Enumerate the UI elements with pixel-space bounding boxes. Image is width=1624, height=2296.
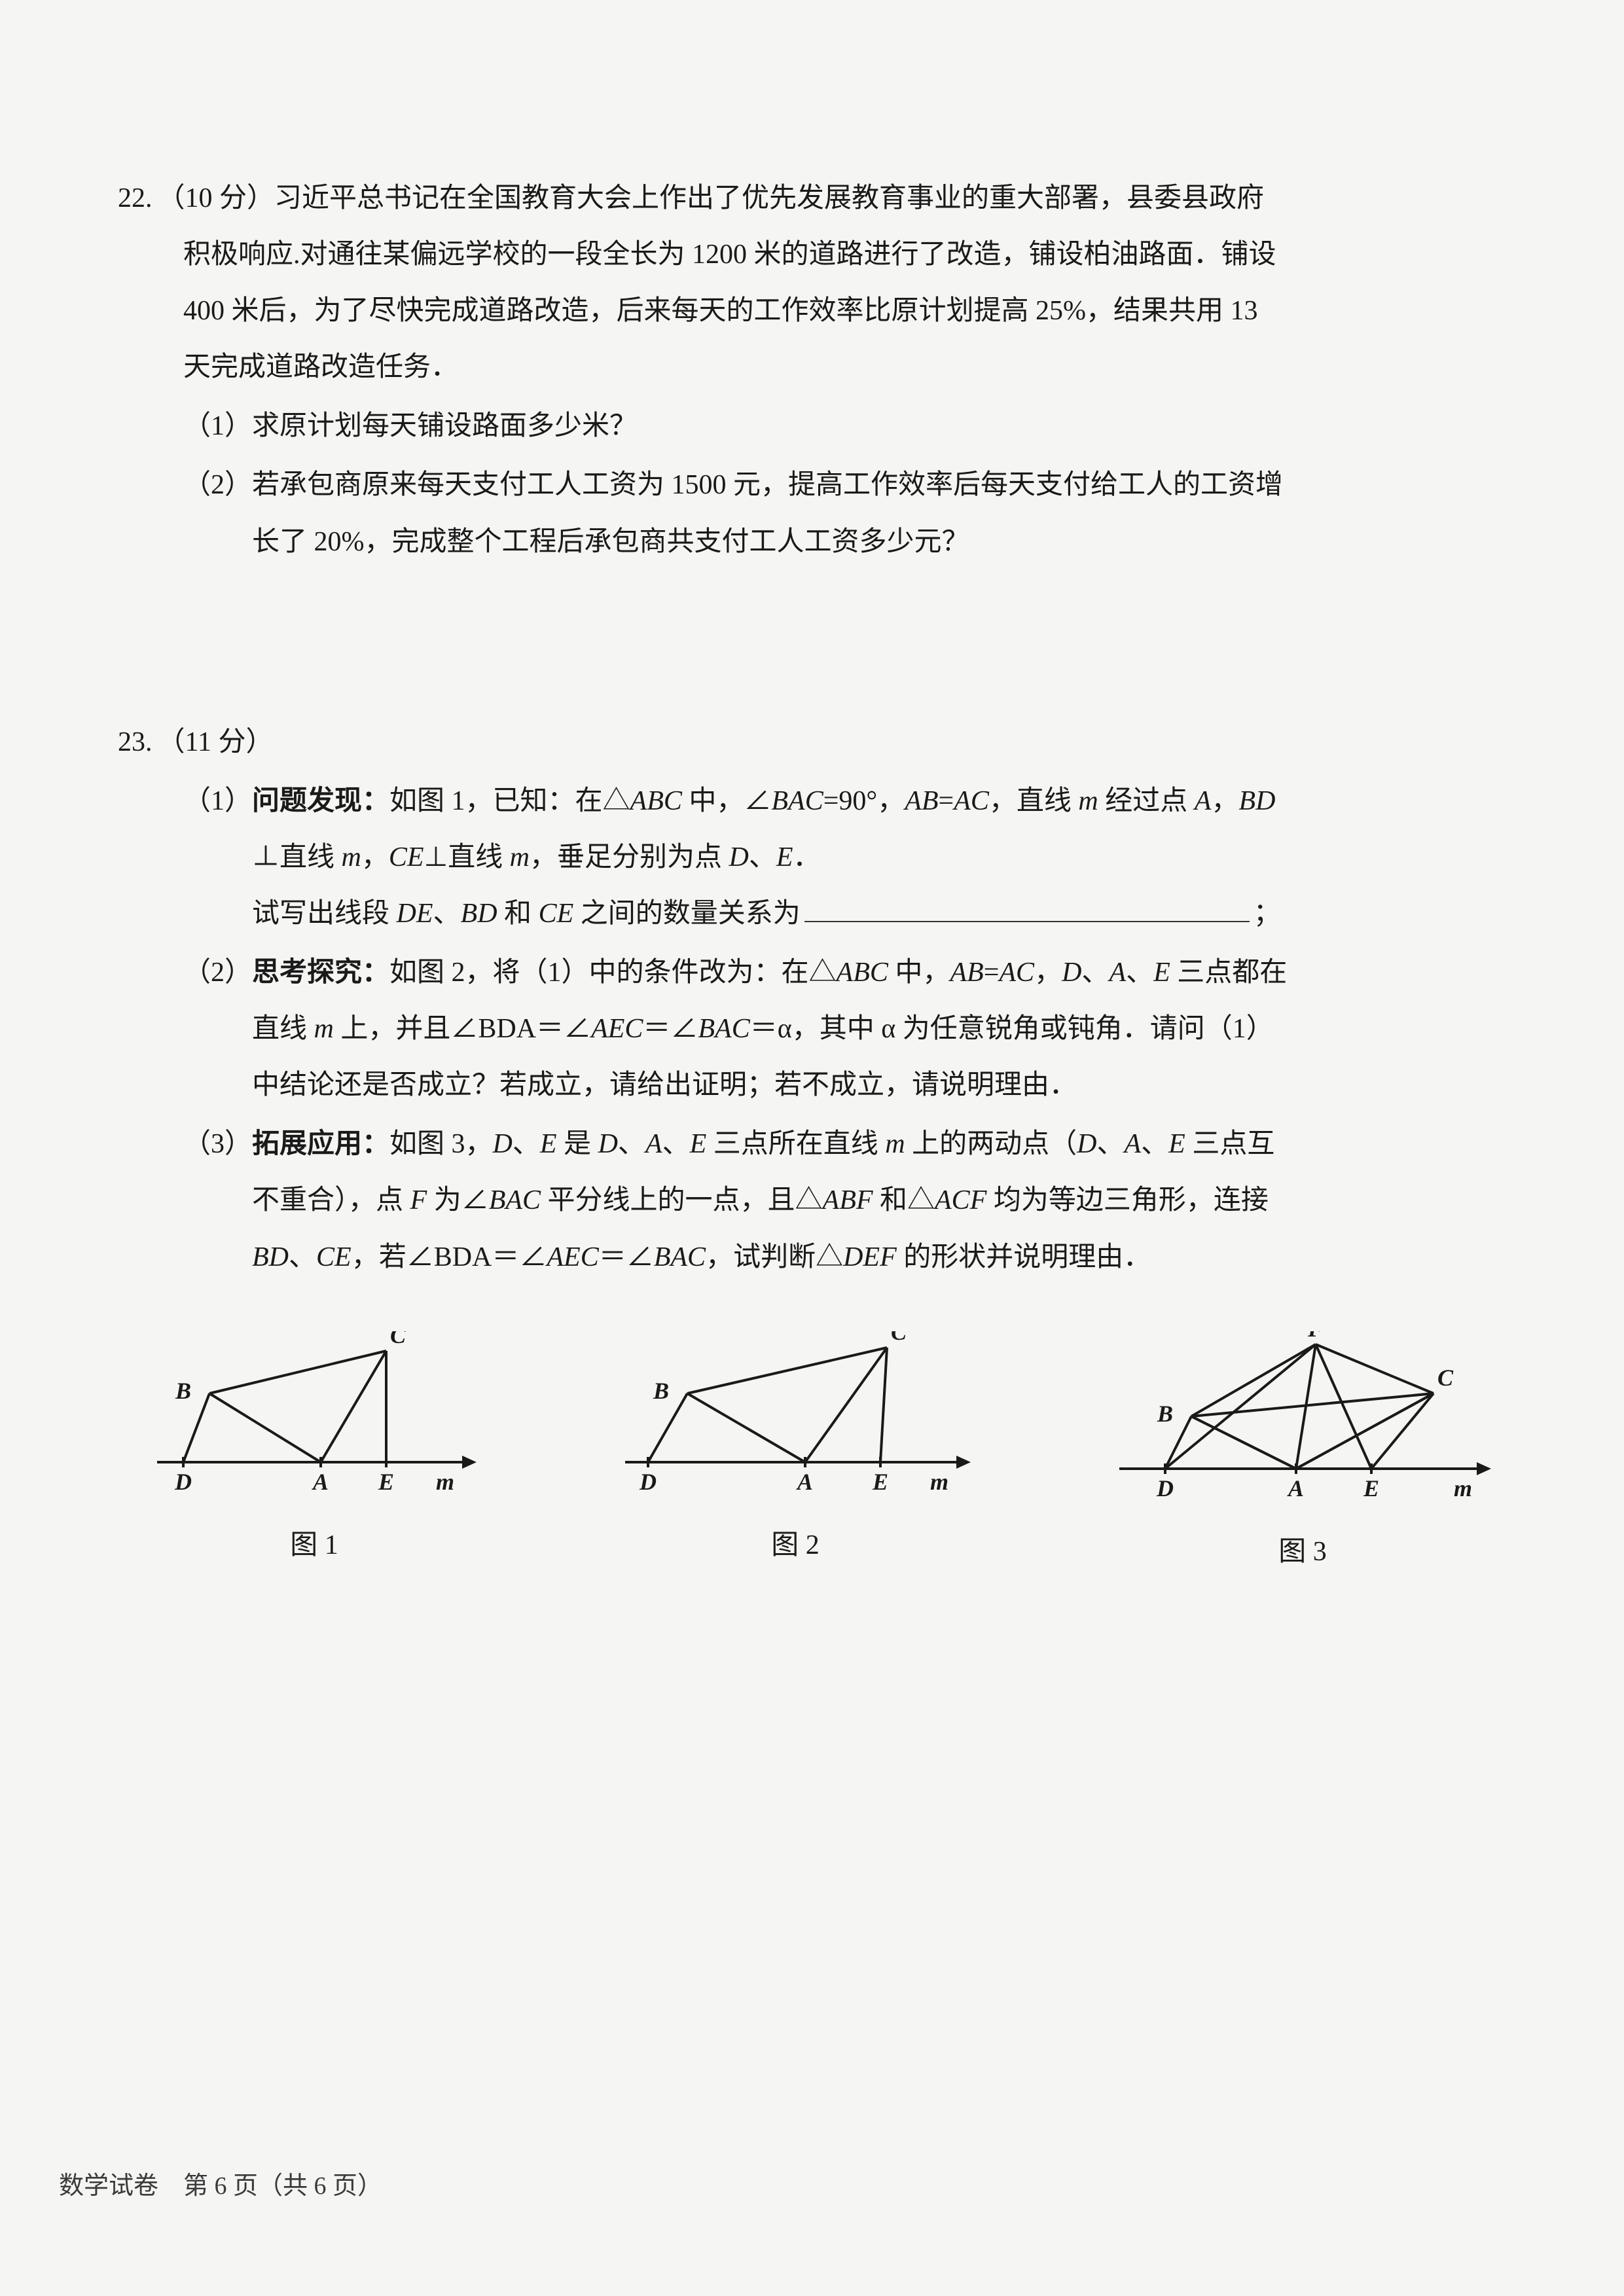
problem-22-body: （10 分）习近平总书记在全国教育大会上作出了优先发展教育事业的重大部署，县委县… xyxy=(158,170,1506,226)
figure-1-caption: 图 1 xyxy=(290,1517,338,1573)
p23-s1-line2: ⊥直线 m，CE⊥直线 m，垂足分别为点 D、E． xyxy=(252,829,1506,886)
svg-text:E: E xyxy=(378,1469,394,1495)
p23-s2-line3: 中结论还是否成立？若成立，请给出证明；若不成立，请说明理由． xyxy=(252,1057,1506,1113)
p22-sub2-label: （2） xyxy=(183,457,252,569)
svg-text:m: m xyxy=(436,1469,454,1495)
svg-text:D: D xyxy=(639,1469,657,1495)
svg-text:B: B xyxy=(175,1378,191,1404)
p23-s3-label: （3） xyxy=(183,1116,252,1285)
svg-text:A: A xyxy=(1287,1475,1304,1501)
figure-3-svg: D A Em B C F xyxy=(1106,1331,1499,1508)
svg-text:B: B xyxy=(653,1378,669,1404)
page-footer: 数学试卷 第 6 页（共 6 页） xyxy=(59,2165,382,2201)
svg-text:C: C xyxy=(390,1331,406,1348)
svg-text:D: D xyxy=(174,1469,192,1495)
problem-22-points: （10 分） xyxy=(158,183,275,213)
svg-text:C: C xyxy=(891,1331,907,1345)
p22-l3: 400 米后，为了尽快完成道路改造，后来每天的工作效率比原计划提高 25%，结果… xyxy=(118,283,1506,339)
problem-23: 23. （11 分） （1） 问题发现：如图 1，已知：在△ABC 中，∠BAC… xyxy=(118,714,1506,1580)
svg-text:E: E xyxy=(1363,1475,1379,1501)
figures-row: D A Em B C 图 1 D A Em B C 图 2 D A Em B C F 图 3 xyxy=(118,1331,1506,1580)
svg-text:m: m xyxy=(930,1469,948,1495)
problem-22: 22. （10 分）习近平总书记在全国教育大会上作出了优先发展教育事业的重大部署… xyxy=(118,170,1506,570)
p22-l4: 天完成道路改造任务． xyxy=(118,339,1506,395)
svg-text:F: F xyxy=(1307,1331,1324,1342)
problem-23-points: （11 分） xyxy=(158,727,274,757)
p23-s3-line1: 拓展应用：如图 3，D、E 是 D、A、E 三点所在直线 m 上的两动点（D、A… xyxy=(252,1116,1506,1172)
p22-sub1-text: 求原计划每天铺设路面多少米？ xyxy=(252,398,1506,454)
p22-l1: 习近平总书记在全国教育大会上作出了优先发展教育事业的重大部署，县委县政府 xyxy=(274,183,1264,213)
p22-sub2-b: 长了 20%，完成整个工程后承包商共支付工人工资多少元？ xyxy=(252,514,1506,570)
figure-2: D A Em B C 图 2 xyxy=(612,1331,979,1580)
figure-3: D A Em B C F 图 3 xyxy=(1106,1331,1499,1580)
svg-text:D: D xyxy=(1156,1475,1174,1501)
svg-text:B: B xyxy=(1157,1401,1173,1427)
p22-sub2-a: 若承包商原来每天支付工人工资为 1500 元，提高工作效率后每天支付给工人的工资… xyxy=(252,457,1506,513)
p23-s1-line1: 问题发现：如图 1，已知：在△ABC 中，∠BAC=90°，AB=AC，直线 m… xyxy=(252,773,1506,829)
answer-blank[interactable] xyxy=(804,892,1250,922)
p23-s1-line3: 试写出线段 DE、BD 和 CE 之间的数量关系为； xyxy=(252,886,1506,942)
p23-s2-line2: 直线 m 上，并且∠BDA＝∠AEC＝∠BAC＝α，其中 α 为任意锐角或钝角．… xyxy=(252,1001,1506,1057)
svg-text:C: C xyxy=(1437,1365,1454,1391)
figure-2-svg: D A Em B C xyxy=(612,1331,979,1501)
problem-23-number: 23. xyxy=(118,714,153,770)
p22-sub1-label: （1） xyxy=(183,398,252,454)
svg-text:E: E xyxy=(872,1469,888,1495)
p23-s2-label: （2） xyxy=(183,944,252,1113)
p22-l2: 积极响应.对通往某偏远学校的一段全长为 1200 米的道路进行了改造，铺设柏油路… xyxy=(118,226,1506,283)
p23-s1-label: （1） xyxy=(183,773,252,942)
page-content: 22. （10 分）习近平总书记在全国教育大会上作出了优先发展教育事业的重大部署… xyxy=(118,170,1506,1724)
svg-text:m: m xyxy=(1454,1475,1472,1501)
figure-1-svg: D A Em B C xyxy=(144,1331,484,1501)
figure-2-caption: 图 2 xyxy=(771,1517,820,1573)
figure-3-caption: 图 3 xyxy=(1278,1524,1327,1580)
p23-s3-line3: BD、CE，若∠BDA＝∠AEC＝∠BAC，试判断△DEF 的形状并说明理由． xyxy=(252,1229,1506,1285)
p23-s2-line1: 思考探究：如图 2，将（1）中的条件改为：在△ABC 中，AB=AC，D、A、E… xyxy=(252,944,1506,1001)
p23-s3-line2: 不重合），点 F 为∠BAC 平分线上的一点，且△ABF 和△ACF 均为等边三… xyxy=(252,1172,1506,1229)
problem-22-number: 22. xyxy=(118,170,153,226)
svg-text:A: A xyxy=(312,1469,329,1495)
figure-1: D A Em B C 图 1 xyxy=(144,1331,484,1580)
svg-text:A: A xyxy=(796,1469,813,1495)
